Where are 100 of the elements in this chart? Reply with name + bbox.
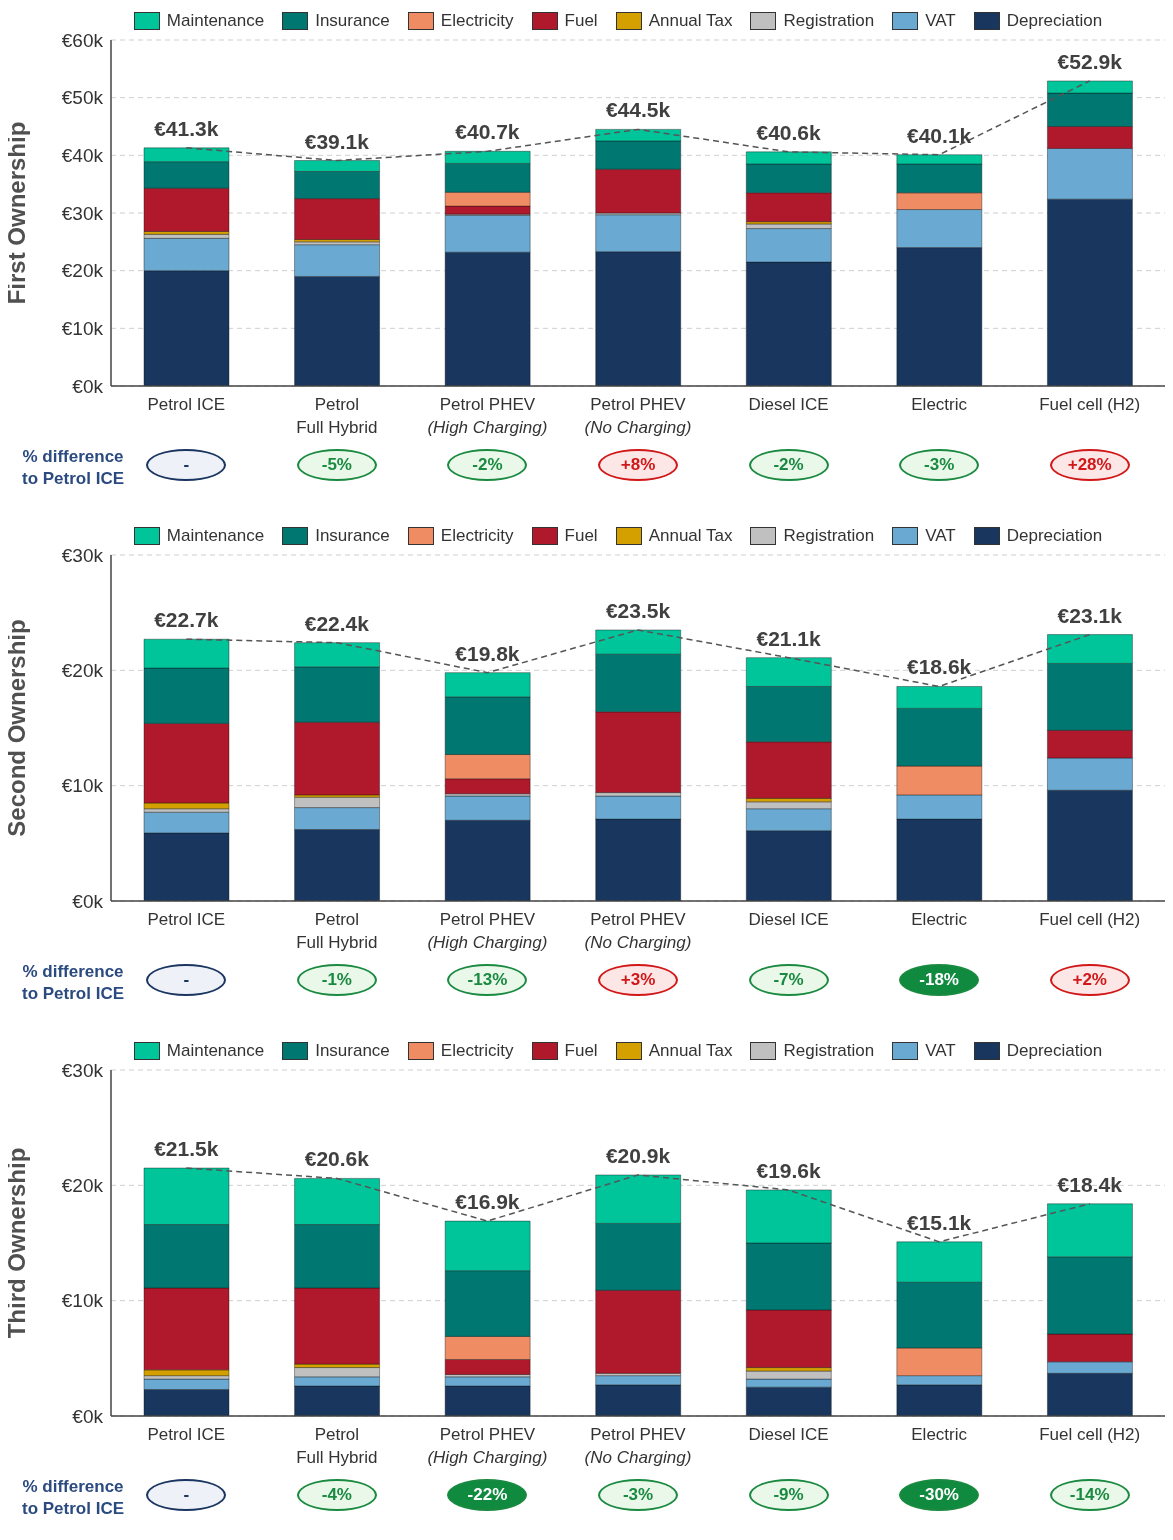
x-tick-label: Electric: [911, 1425, 968, 1444]
total-label: €20.9k: [605, 1143, 671, 1167]
x-tick-label: Electric: [911, 395, 968, 414]
legend-label: Depreciation: [1006, 526, 1103, 546]
x-tick-label: Fuel cell (H2): [1039, 1425, 1141, 1444]
y-tick-label: €40k: [61, 145, 104, 167]
total-label: €16.9k: [455, 1190, 520, 1214]
total-label: €18.6k: [907, 655, 972, 679]
oval-badge: -18%: [899, 964, 980, 996]
legend-label: Registration: [783, 1041, 875, 1061]
legend-label: Electricity: [440, 11, 514, 31]
oval-badge: -: [146, 964, 227, 996]
legend-label: Insurance: [315, 1041, 390, 1061]
y-axis-title: Third Ownership: [2, 1147, 30, 1339]
y-tick-label: €10k: [61, 318, 104, 340]
y-tick-label: €10k: [61, 1290, 104, 1312]
total-label: €40.1k: [907, 123, 972, 147]
legend-label: Maintenance: [166, 526, 265, 546]
y-tick-label: €50k: [61, 87, 104, 109]
legend-label: Maintenance: [166, 1041, 265, 1061]
oval-badge: -7%: [748, 964, 829, 996]
legend-label: Fuel: [564, 526, 598, 546]
oval-badge: -1%: [296, 964, 377, 996]
legend-label: Annual Tax: [648, 11, 733, 31]
oval-badge: +2%: [1049, 964, 1130, 996]
text: % difference to Petrol ICE: [21, 446, 125, 490]
y-tick-label: €20k: [61, 260, 104, 282]
x-tick-label: Petrol Full Hybrid: [296, 395, 378, 437]
total-label: €22.4k: [304, 611, 370, 635]
oval-badge: -: [146, 449, 227, 481]
x-tick-label: Fuel cell (H2): [1039, 395, 1141, 414]
total-label: €18.4k: [1057, 1172, 1123, 1196]
y-tick-label: €20k: [61, 1175, 104, 1197]
legend-label: Fuel: [564, 1041, 598, 1061]
legend-label: VAT: [925, 526, 956, 546]
oval-badge: -5%: [296, 449, 377, 481]
x-tick-label: Petrol PHEV (High Charging): [427, 910, 548, 952]
total-label: €19.6k: [756, 1158, 822, 1182]
legend-label: Depreciation: [1006, 1041, 1103, 1061]
total-label: €23.1k: [1057, 603, 1123, 627]
total-label: €20.6k: [304, 1147, 370, 1171]
total-label: €22.7k: [154, 608, 219, 632]
y-tick-label: €0k: [72, 1405, 104, 1427]
legend-label: VAT: [925, 11, 956, 31]
total-label: €19.8k: [455, 641, 520, 665]
oval-badge: -4%: [296, 1479, 377, 1511]
legend-label: Insurance: [315, 11, 390, 31]
oval-badge: -3%: [598, 1479, 678, 1511]
legend-label: Depreciation: [1006, 11, 1103, 31]
oval-badge: +28%: [1049, 449, 1130, 481]
legend-label: Registration: [783, 11, 875, 31]
x-tick-label: Petrol ICE: [147, 910, 226, 929]
legend-label: Electricity: [440, 526, 514, 546]
y-tick-label: €20k: [61, 660, 104, 682]
legend-label: Annual Tax: [648, 1041, 733, 1061]
oval-badge: -2%: [447, 449, 528, 481]
legend-label: Annual Tax: [648, 526, 733, 546]
x-tick-label: Petrol Full Hybrid: [296, 910, 378, 952]
total-label: €23.5k: [605, 598, 671, 622]
legend-label: Maintenance: [166, 11, 265, 31]
total-label: €15.1k: [907, 1210, 972, 1234]
oval-badge: -22%: [447, 1479, 528, 1511]
x-tick-label: Electric: [911, 910, 968, 929]
x-tick-label: Petrol Full Hybrid: [296, 1425, 378, 1467]
x-tick-label: Petrol PHEV (No Charging): [584, 1425, 692, 1467]
total-label: €41.3k: [154, 116, 219, 140]
legend-label: Registration: [783, 526, 875, 546]
y-tick-label: €10k: [61, 775, 104, 797]
total-label: €21.5k: [154, 1137, 219, 1161]
y-axis-title: First Ownership: [2, 121, 30, 305]
oval-badge: -14%: [1049, 1479, 1130, 1511]
legend-label: Insurance: [315, 526, 390, 546]
x-tick-label: Diesel ICE: [748, 395, 829, 414]
oval-badge: -9%: [748, 1479, 829, 1511]
oval-badge: -30%: [899, 1479, 980, 1511]
x-tick-label: Petrol PHEV (High Charging): [427, 1425, 548, 1467]
total-label: €21.1k: [756, 626, 822, 650]
x-tick-label: Petrol PHEV (High Charging): [427, 395, 548, 437]
x-tick-label: Petrol PHEV (No Charging): [584, 395, 692, 437]
x-tick-label: Diesel ICE: [748, 910, 829, 929]
y-tick-label: €30k: [61, 202, 104, 224]
oval-badge: -13%: [447, 964, 528, 996]
x-tick-label: Petrol PHEV (No Charging): [584, 910, 692, 952]
legend-label: Electricity: [440, 1041, 514, 1061]
y-axis-title: Second Ownership: [2, 619, 30, 837]
total-label: €40.6k: [756, 120, 822, 144]
total-label: €40.7k: [455, 120, 520, 144]
x-tick-label: Diesel ICE: [748, 1425, 829, 1444]
total-label: €39.1k: [304, 129, 370, 153]
text: % difference to Petrol ICE: [21, 961, 125, 1005]
x-tick-label: Petrol ICE: [147, 1425, 226, 1444]
x-tick-label: Petrol ICE: [147, 395, 226, 414]
oval-badge: -3%: [899, 449, 980, 481]
x-tick-label: Fuel cell (H2): [1039, 910, 1141, 929]
oval-badge: +8%: [598, 449, 678, 481]
text: % difference to Petrol ICE: [21, 1476, 125, 1520]
total-label: €44.5k: [605, 98, 671, 122]
oval-badge: +3%: [598, 964, 678, 996]
oval-badge: -2%: [748, 449, 829, 481]
legend-label: Fuel: [564, 11, 598, 31]
